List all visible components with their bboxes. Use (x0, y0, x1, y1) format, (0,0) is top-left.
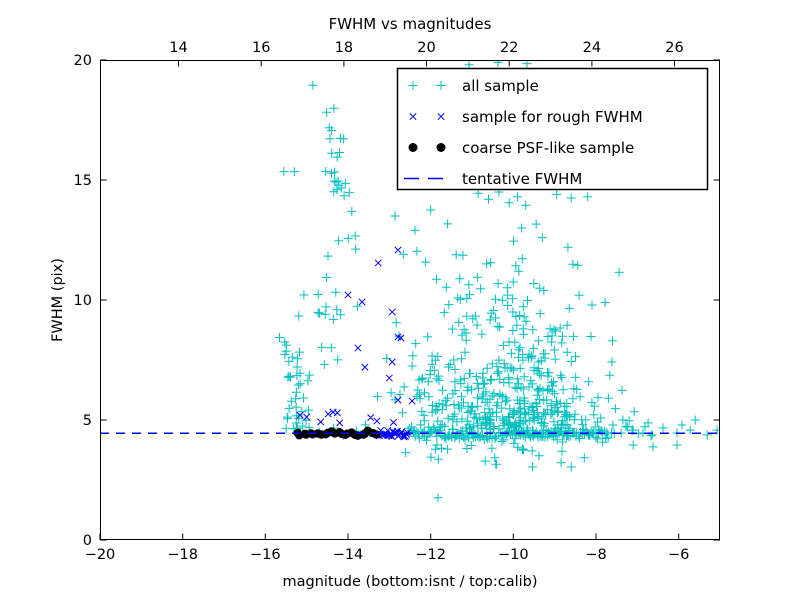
top-tick-label: 18 (335, 40, 353, 56)
legend-cross-marker (437, 112, 445, 121)
legend-plus-marker (436, 81, 446, 90)
legend: all sample sample for rough FWHM coarse PS… (396, 67, 709, 191)
top-tick-label: 26 (665, 40, 683, 56)
y-axis-label: FWHM (pix) (50, 258, 66, 342)
axis-tick-labels: −20 −18 −16 −14 −12 −10 −8 −6 14 16 18 20 22 24 26 0 5 10… (74, 40, 690, 563)
legend-label: tentative FWHM (462, 170, 582, 188)
top-tick-label: 22 (500, 40, 518, 56)
x-tick-label: −8 (585, 547, 606, 563)
top-tick-label: 14 (169, 40, 187, 56)
y-tick-label: 0 (83, 533, 92, 549)
legend-entry: sample for rough FWHM (409, 108, 643, 126)
x-axis-label: magnitude (bottom:isnt / top:calib) (282, 574, 537, 590)
legend-box (396, 67, 709, 191)
x-tick-label: −18 (167, 547, 198, 563)
legend-entry: all sample (408, 77, 539, 95)
legend-label: all sample (462, 77, 539, 95)
axis-ticks (99, 59, 720, 541)
x-tick-label: −10 (498, 547, 529, 563)
legend-cross-marker (409, 112, 417, 121)
y-tick-label: 20 (74, 53, 92, 69)
scatter-series (275, 60, 720, 503)
legend-plus-marker (408, 81, 418, 90)
series-coarse-psf-sample (293, 426, 381, 440)
x-tick-label: −6 (668, 547, 689, 563)
series-all-sample (275, 60, 720, 503)
legend-dot-marker (408, 143, 418, 152)
plot-area: −20 −18 −16 −14 −12 −10 −8 −6 14 16 18 20 22 24 26 0 5 10… (74, 40, 720, 563)
series-rough-fwhm-sample (296, 246, 416, 441)
y-tick-label: 5 (83, 413, 92, 429)
legend-entry: tentative FWHM (404, 170, 582, 188)
y-tick-label: 15 (74, 173, 92, 189)
legend-label: coarse PSF-like sample (462, 139, 634, 157)
x-tick-label: −16 (250, 547, 281, 563)
legend-label: sample for rough FWHM (462, 108, 643, 126)
top-tick-label: 24 (583, 40, 601, 56)
x-tick-label: −20 (85, 547, 116, 563)
x-tick-label: −12 (415, 547, 446, 563)
top-tick-label: 16 (252, 40, 270, 56)
chart-title: FWHM vs magnitudes (329, 15, 492, 33)
legend-dot-marker (436, 143, 446, 152)
x-tick-label: −14 (333, 547, 364, 563)
top-tick-label: 20 (417, 40, 435, 56)
y-tick-label: 10 (74, 293, 92, 309)
legend-entry: coarse PSF-like sample (408, 139, 634, 157)
